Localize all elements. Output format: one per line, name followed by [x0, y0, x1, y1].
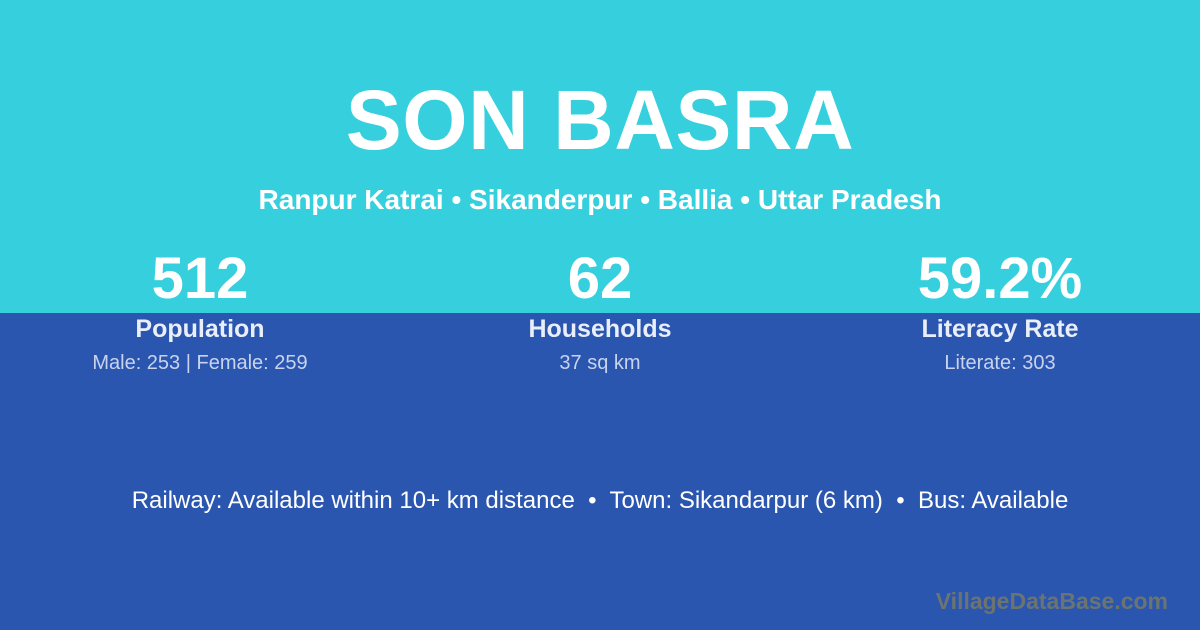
population-label: Population — [135, 315, 265, 343]
details-section-background — [0, 313, 1200, 630]
stat-literacy-rate: 59.2% Literacy Rate Literate: 303 — [800, 250, 1200, 376]
village-title: SON BASRA — [345, 73, 855, 167]
households-value: 62 — [567, 246, 633, 311]
households-detail: 37 sq km — [559, 352, 641, 374]
stat-households: 62 Households 37 sq km — [400, 250, 800, 376]
location-breadcrumb: Ranpur Katrai • Sikanderpur • Ballia • U… — [258, 184, 942, 215]
stat-population: 512 Population Male: 253 | Female: 259 — [0, 250, 400, 376]
literacy-label: Literacy Rate — [921, 315, 1079, 343]
stats-row: 512 Population Male: 253 | Female: 259 6… — [0, 250, 1200, 376]
literacy-value: 59.2% — [917, 246, 1083, 311]
amenities-summary: Railway: Available within 10+ km distanc… — [131, 487, 1069, 514]
site-watermark: VillageDataBase.com — [935, 588, 1168, 614]
header-section-background — [0, 0, 1200, 313]
households-label: Households — [528, 315, 672, 343]
literacy-detail: Literate: 303 — [944, 352, 1056, 374]
population-detail: Male: 253 | Female: 259 — [92, 352, 308, 374]
population-value: 512 — [151, 246, 249, 311]
